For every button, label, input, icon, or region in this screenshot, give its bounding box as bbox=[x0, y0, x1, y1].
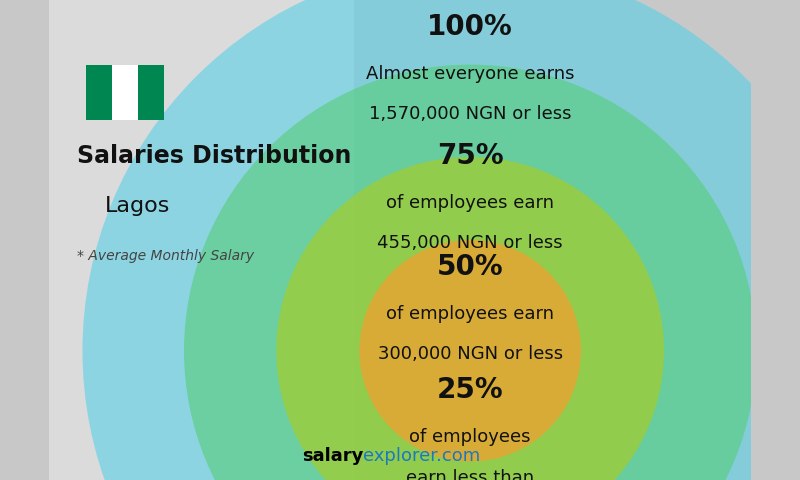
FancyBboxPatch shape bbox=[138, 65, 164, 120]
Text: 75%: 75% bbox=[437, 142, 503, 170]
Text: 100%: 100% bbox=[427, 12, 513, 41]
FancyBboxPatch shape bbox=[50, 0, 354, 480]
FancyBboxPatch shape bbox=[112, 65, 138, 120]
Text: 25%: 25% bbox=[437, 376, 503, 404]
Text: 455,000 NGN or less: 455,000 NGN or less bbox=[378, 234, 563, 252]
Circle shape bbox=[82, 0, 800, 480]
Circle shape bbox=[184, 65, 756, 480]
FancyBboxPatch shape bbox=[86, 65, 112, 120]
Text: 50%: 50% bbox=[437, 252, 503, 281]
Text: explorer.com: explorer.com bbox=[363, 447, 480, 465]
Text: earn less than: earn less than bbox=[406, 469, 534, 480]
Text: of employees: of employees bbox=[410, 428, 531, 446]
Text: Almost everyone earns: Almost everyone earns bbox=[366, 65, 574, 83]
Circle shape bbox=[276, 157, 664, 480]
Text: 1,570,000 NGN or less: 1,570,000 NGN or less bbox=[369, 105, 571, 123]
Text: * Average Monthly Salary: * Average Monthly Salary bbox=[77, 249, 254, 263]
Text: of employees earn: of employees earn bbox=[386, 194, 554, 212]
Text: of employees earn: of employees earn bbox=[386, 305, 554, 323]
Text: Lagos: Lagos bbox=[105, 196, 170, 216]
Text: salary: salary bbox=[302, 447, 363, 465]
Circle shape bbox=[359, 240, 581, 462]
Text: 300,000 NGN or less: 300,000 NGN or less bbox=[378, 345, 562, 363]
Text: Salaries Distribution: Salaries Distribution bbox=[77, 144, 351, 168]
